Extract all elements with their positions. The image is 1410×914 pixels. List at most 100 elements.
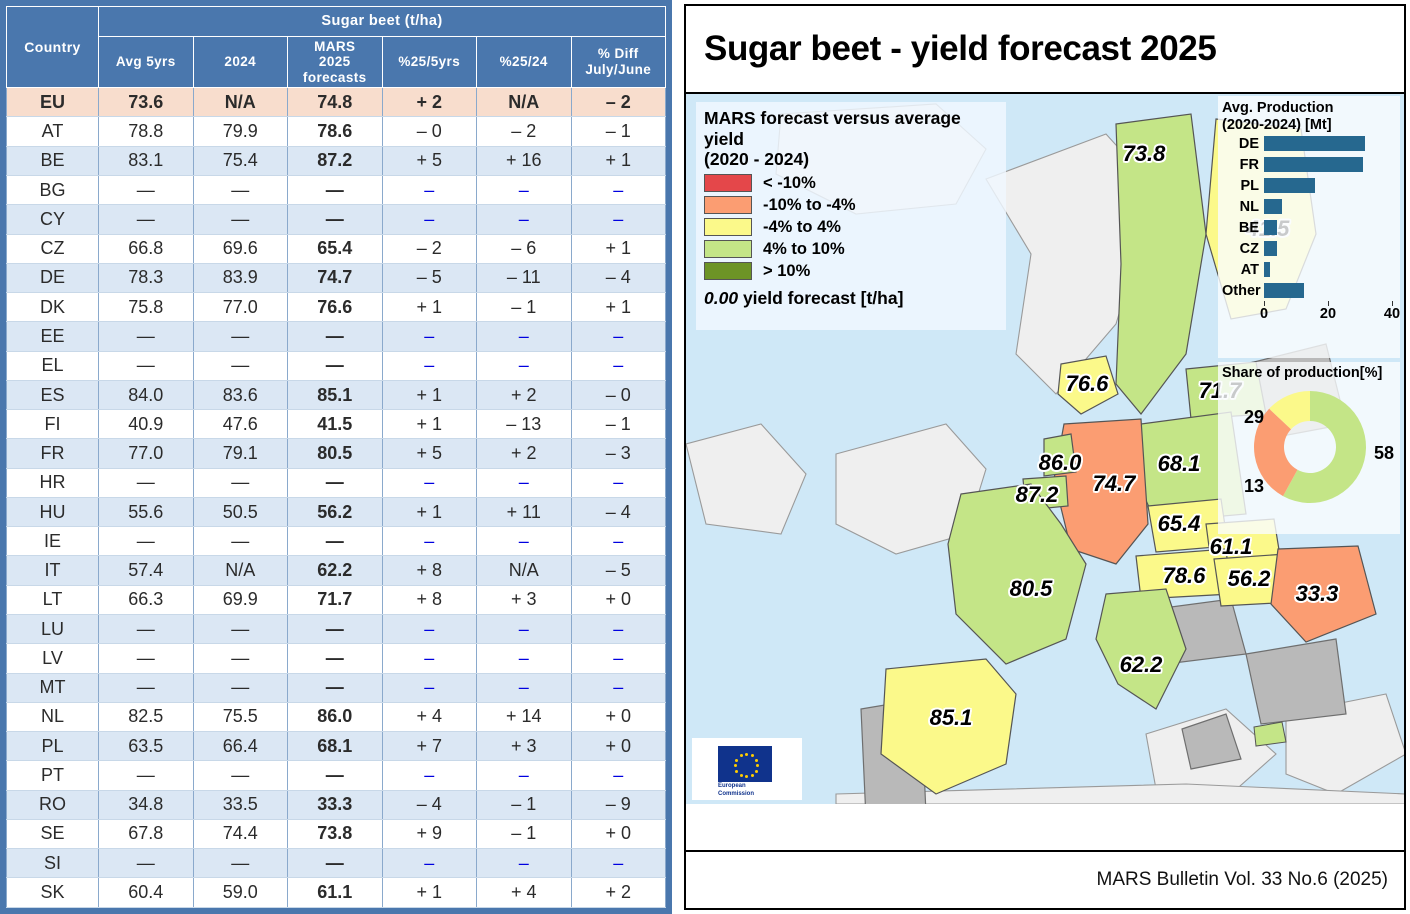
header-avg5yrs: Avg 5yrs	[98, 35, 194, 89]
cell-pct25-24: –	[476, 175, 572, 206]
table-row: BE 83.1 75.4 87.2 + 5 + 16 + 1	[6, 145, 666, 177]
cell-country: DK	[6, 292, 99, 323]
logo-line2: Commission	[718, 790, 755, 797]
cell-pct25-24: + 11	[476, 496, 572, 528]
bar-fill	[1264, 199, 1282, 215]
cell-country: FR	[6, 438, 99, 469]
eu-star-icon	[739, 773, 743, 777]
eu-star-icon	[734, 764, 737, 767]
cell-pct25-5yrs: + 9	[381, 818, 477, 850]
cell-pct25-24: – 6	[476, 233, 572, 264]
eu-star-icon	[735, 769, 739, 773]
cell-2024: —	[192, 204, 288, 235]
header-crop-title: Sugar beet (t/ha)	[98, 6, 666, 37]
cell-pct25-5yrs: + 8	[381, 555, 477, 586]
bar-chart-row: BE	[1222, 217, 1394, 238]
table-row: MT — — — – – –	[6, 672, 666, 703]
cell-country: EE	[6, 321, 99, 352]
cell-2024: 69.6	[192, 233, 288, 264]
cell-2024: 50.5	[192, 496, 288, 528]
table-row: EU 73.6 N/A 74.8 + 2 N/A – 2	[6, 87, 666, 118]
bar-category-label: DE	[1238, 135, 1259, 152]
cell-country: NL	[6, 701, 99, 733]
header-mars-line3: forecasts	[302, 69, 367, 85]
cell-pct25-5yrs: –	[381, 350, 477, 381]
cell-2024: 74.4	[192, 818, 288, 850]
cell-country: CZ	[6, 233, 99, 264]
donut-slice	[1254, 408, 1298, 497]
cell-2024: —	[192, 848, 288, 879]
cell-pct-diff-july-june: + 0	[570, 731, 666, 762]
cell-pct25-24: + 16	[476, 145, 572, 177]
header-pct-diff-july-june: % Diff July/June	[570, 35, 666, 89]
cell-pct25-5yrs: + 1	[381, 379, 477, 411]
cell-pct25-24: + 3	[476, 731, 572, 762]
cell-country: IT	[6, 555, 99, 586]
cell-pct-diff-july-june: –	[570, 175, 666, 206]
table-row: PT — — — – – –	[6, 760, 666, 791]
cell-pct-diff-july-june: –	[570, 760, 666, 791]
axis-tick	[1392, 301, 1393, 307]
cell-pct25-5yrs: – 0	[381, 116, 477, 147]
cell-2024: 69.9	[192, 584, 288, 616]
cell-mars-forecast: —	[287, 204, 383, 235]
cell-pct25-24: –	[476, 848, 572, 879]
cell-country: BE	[6, 145, 99, 177]
cell-pct-diff-july-june: –	[570, 350, 666, 381]
cell-avg-5yrs: —	[98, 848, 194, 879]
cell-mars-forecast: —	[287, 760, 383, 791]
cell-2024: 75.5	[192, 701, 288, 733]
cell-avg-5yrs: 77.0	[98, 438, 194, 469]
bar-chart-title: Avg. Production (2020-2024) [Mt]	[1222, 100, 1394, 133]
cell-country: LU	[6, 613, 99, 645]
table-row: EE — — — – – –	[6, 321, 666, 352]
cell-avg-5yrs: 66.3	[98, 584, 194, 616]
cell-mars-forecast: —	[287, 321, 383, 352]
cell-avg-5yrs: 82.5	[98, 701, 194, 733]
legend-color-swatch	[704, 174, 752, 193]
bar-track	[1264, 280, 1394, 301]
cell-avg-5yrs: —	[98, 643, 194, 674]
cell-pct25-5yrs: + 1	[381, 877, 477, 908]
donut-slice-label: 13	[1244, 476, 1265, 496]
legend-item-label: < -10%	[763, 173, 816, 192]
cell-avg-5yrs: 40.9	[98, 409, 194, 440]
cell-country: LT	[6, 584, 99, 616]
cell-pct25-5yrs: + 7	[381, 731, 477, 762]
cell-avg-5yrs: —	[98, 467, 194, 498]
cell-pct-diff-july-june: + 1	[570, 233, 666, 264]
cell-avg-5yrs: —	[98, 613, 194, 645]
cell-pct25-24: – 1	[476, 818, 572, 850]
bar-category-label: FR	[1239, 156, 1259, 173]
cell-pct-diff-july-june: – 1	[570, 409, 666, 440]
legend-color-swatch	[704, 240, 752, 259]
legend-items: < -10% -10% to -4% -4% to 4% 4% to 10% > 10%	[704, 174, 998, 281]
legend-item: -10% to -4%	[704, 196, 998, 215]
cell-mars-forecast: —	[287, 672, 383, 703]
eu-star-icon	[750, 754, 754, 758]
cell-avg-5yrs: 75.8	[98, 292, 194, 323]
cell-pct25-5yrs: + 1	[381, 496, 477, 528]
table-row: FI 40.9 47.6 41.5 + 1– 13– 1	[6, 409, 666, 440]
cell-2024: N/A	[192, 87, 288, 118]
cell-pct-diff-july-june: – 1	[570, 116, 666, 147]
donut-chart-canvas: 58 29 13	[1222, 381, 1398, 523]
cell-pct25-24: –	[476, 321, 572, 352]
table-row: EL — — — – – –	[6, 350, 666, 381]
table-header-row-sub: Avg 5yrs 2024 MARS 2025 forecasts %25/5y…	[7, 35, 666, 89]
table-row: HR — — — – – –	[6, 467, 666, 498]
sugar-beet-yield-table: Country Sugar beet (t/ha) Avg 5yrs 2024 …	[6, 5, 666, 908]
cell-pct-diff-july-june: + 0	[570, 701, 666, 733]
cell-pct-diff-july-june: – 3	[570, 438, 666, 469]
cell-mars-forecast: 85.1	[287, 379, 383, 411]
cell-mars-forecast: 33.3	[287, 789, 383, 820]
cell-pct-diff-july-june: – 4	[570, 262, 666, 294]
cell-country: SI	[6, 848, 99, 879]
cell-pct25-24: N/A	[476, 555, 572, 586]
legend-item-label: > 10%	[763, 261, 811, 280]
cell-pct25-5yrs: + 4	[381, 701, 477, 733]
legend-color-swatch	[704, 196, 752, 215]
bar-chart-title-line1: Avg. Production	[1222, 100, 1334, 116]
cell-mars-forecast: 86.0	[287, 701, 383, 733]
cell-pct25-24: –	[476, 204, 572, 235]
